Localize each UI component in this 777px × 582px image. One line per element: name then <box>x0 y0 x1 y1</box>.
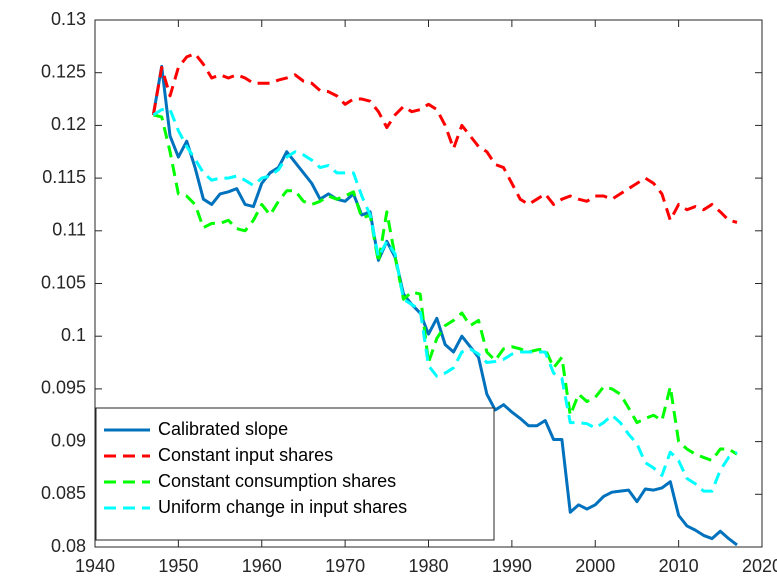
x-tick-label: 1960 <box>242 556 282 576</box>
axes-box <box>94 19 763 548</box>
x-tick-label: 1970 <box>325 556 365 576</box>
x-tick-label: 1980 <box>408 556 448 576</box>
series-line <box>152 113 738 463</box>
series-line <box>151 52 738 224</box>
y-tick-label: 0.13 <box>51 9 86 29</box>
y-tick-label: 0.1 <box>61 325 86 345</box>
x-tick-label: 1990 <box>492 556 532 576</box>
y-tick-label: 0.095 <box>41 378 86 398</box>
x-tick-label: 1950 <box>158 556 198 576</box>
y-tick-label: 0.115 <box>42 167 86 187</box>
y-tick-label: 0.12 <box>51 114 86 134</box>
series-line <box>151 64 738 547</box>
x-tick-label: 2000 <box>575 556 615 576</box>
legend-label: Constant input shares <box>158 445 333 465</box>
legend-label: Constant consumption shares <box>158 471 396 491</box>
x-tick-label: 1940 <box>75 556 115 576</box>
legend-label: Uniform change in input shares <box>158 497 407 517</box>
x-tick-label: 2020 <box>742 556 777 576</box>
y-tick-label: 0.125 <box>41 61 86 81</box>
series-line <box>152 108 738 493</box>
y-tick-label: 0.09 <box>51 430 86 450</box>
legend-box <box>95 407 495 541</box>
y-tick-label: 0.105 <box>41 272 86 292</box>
y-tick-label: 0.085 <box>41 483 86 503</box>
legend-label: Calibrated slope <box>158 419 288 439</box>
legend: Calibrated slope Constant input shares Con… <box>95 407 495 541</box>
x-tick-label: 2010 <box>659 556 699 576</box>
y-tick-label: 0.11 <box>52 220 86 240</box>
y-tick-label: 0.08 <box>51 536 86 556</box>
